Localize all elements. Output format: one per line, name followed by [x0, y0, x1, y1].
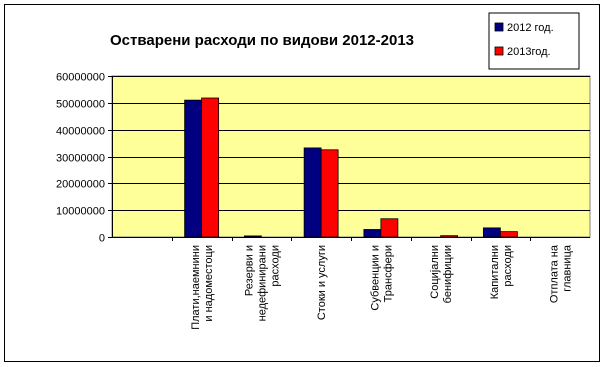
y-tick-label: 0	[99, 233, 105, 245]
bar-2012	[243, 235, 262, 238]
chart-svg: Остварени расходи по видови 2012-2013 0 1…	[56, 12, 591, 330]
legend-swatch	[494, 22, 504, 32]
x-category-label: расходи	[502, 245, 514, 287]
legend-box	[488, 12, 580, 70]
chart-frame: Остварени расходи по видови 2012-2013 0 1…	[4, 4, 600, 362]
bar-2012	[303, 147, 322, 238]
y-tick-label: 50000000	[56, 99, 105, 111]
bar-2013	[380, 218, 399, 238]
y-tick-label: 10000000	[56, 206, 105, 218]
x-category-label: расходи	[269, 245, 281, 287]
x-category-label: Отплата на	[549, 244, 561, 303]
x-category-label: Плати,наемнини	[190, 245, 202, 330]
bar-2012	[482, 227, 501, 238]
x-category-label: Стоки и услуги	[316, 245, 328, 320]
x-category-label: Капитални	[489, 245, 501, 299]
plot-background	[111, 75, 591, 238]
x-category-label: и надоместоци	[203, 245, 215, 322]
legend-swatch	[494, 46, 504, 56]
legend: 2012 год. 2013год.	[488, 12, 580, 70]
bar-2013	[201, 97, 220, 238]
bar-2012	[363, 229, 382, 238]
bar-2013	[320, 149, 339, 238]
legend-label: 2012 год.	[507, 22, 554, 34]
x-category-label: главница	[562, 244, 574, 292]
legend-label: 2013год.	[507, 46, 551, 58]
x-category-label: Резерви и	[243, 245, 255, 296]
plot-area: 0 10000000 20000000 30000000 40000000 5000000…	[56, 72, 591, 330]
y-tick-label: 20000000	[56, 179, 105, 191]
bar-2013	[440, 235, 459, 238]
y-tick-label: 30000000	[56, 153, 105, 165]
x-category-label: бенифиции	[442, 245, 454, 303]
y-tick-label: 60000000	[56, 72, 105, 84]
x-category-label: Социјални	[429, 245, 441, 299]
bar-2012	[184, 99, 203, 238]
bar-2013	[499, 231, 518, 238]
x-category-label: недефинирани	[256, 245, 268, 321]
x-category-label: Субвенции и	[369, 245, 381, 311]
chart-title: Остварени расходи по видови 2012-2013	[110, 32, 414, 49]
y-tick-label: 40000000	[56, 126, 105, 138]
x-category-label: Трансфери	[382, 245, 394, 302]
